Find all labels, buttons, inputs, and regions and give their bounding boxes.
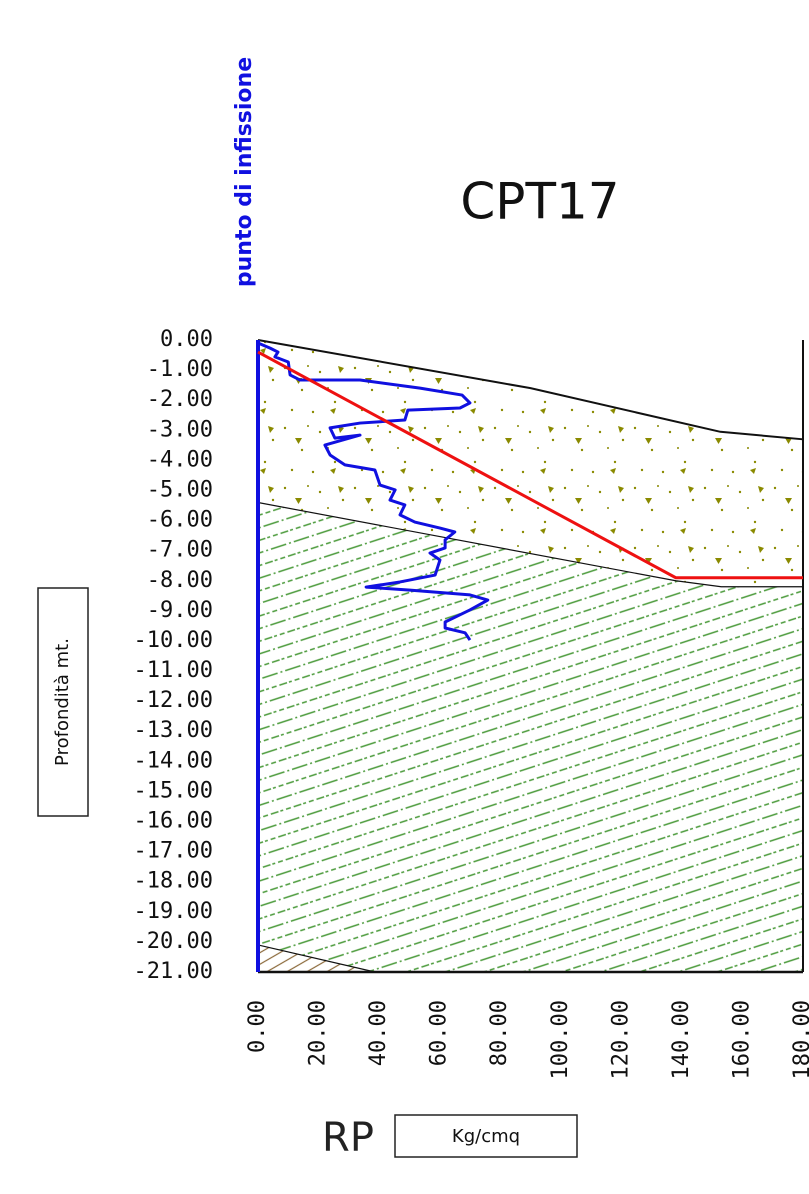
x-axis-label: RP — [322, 1115, 374, 1161]
x-unit: Kg/cmq — [452, 1126, 520, 1147]
y-tick-label: 0.00 — [160, 327, 213, 352]
soil-layer — [258, 340, 803, 587]
y-tick-label: -1.00 — [147, 357, 213, 382]
y-tick-label: -7.00 — [147, 538, 213, 563]
soil-layer — [258, 502, 803, 972]
x-tick-label: 80.00 — [487, 1000, 512, 1066]
y-tick-label: -4.00 — [147, 447, 213, 472]
x-tick-label: 0.00 — [245, 1000, 270, 1053]
y-axis-label: Profondità mt. — [52, 638, 73, 766]
y-tick-label: -13.00 — [134, 718, 213, 743]
y-tick-label: -17.00 — [134, 839, 213, 864]
x-tick-label: 100.00 — [548, 1000, 573, 1079]
y-tick-label: -2.00 — [147, 387, 213, 412]
marker-label: punto di infissione — [232, 57, 257, 287]
y-tick-label: -15.00 — [134, 778, 213, 803]
soil-layer — [258, 944, 803, 972]
y-tick-label: -21.00 — [134, 959, 213, 984]
y-tick-label: -14.00 — [134, 748, 213, 773]
y-tick-label: -10.00 — [134, 628, 213, 653]
y-tick-label: -11.00 — [134, 658, 213, 683]
x-tick-label: 40.00 — [366, 1000, 391, 1066]
x-tick-label: 120.00 — [608, 1000, 633, 1079]
data-line — [257, 350, 803, 580]
x-tick-label: 160.00 — [729, 1000, 754, 1079]
x-tick-label: 140.00 — [669, 1000, 694, 1079]
y-tick-label: -12.00 — [134, 688, 213, 713]
unit-box — [394, 1114, 578, 1158]
y-tick-label: -6.00 — [147, 508, 213, 533]
y-tick-label: -16.00 — [134, 809, 213, 834]
layer-boundary — [257, 944, 376, 973]
y-tick-label: -3.00 — [147, 417, 213, 442]
y-tick-label: -9.00 — [147, 598, 213, 623]
y-tick-label: -18.00 — [134, 869, 213, 894]
soil-layers — [257, 339, 804, 973]
x-tick-label: 20.00 — [306, 1000, 331, 1066]
layer-boundary — [257, 501, 803, 588]
y-label-box — [37, 587, 89, 817]
x-tick-label: 60.00 — [427, 1000, 452, 1066]
chart-title: CPT17 — [460, 173, 619, 231]
y-tick-label: -5.00 — [147, 477, 213, 502]
y-tick-label: -20.00 — [134, 929, 213, 954]
y-tick-label: -8.00 — [147, 568, 213, 593]
x-tick-label: 180.00 — [790, 1000, 809, 1079]
layer-boundary — [257, 339, 804, 441]
data-line — [257, 341, 490, 641]
y-tick-label: -19.00 — [134, 899, 213, 924]
